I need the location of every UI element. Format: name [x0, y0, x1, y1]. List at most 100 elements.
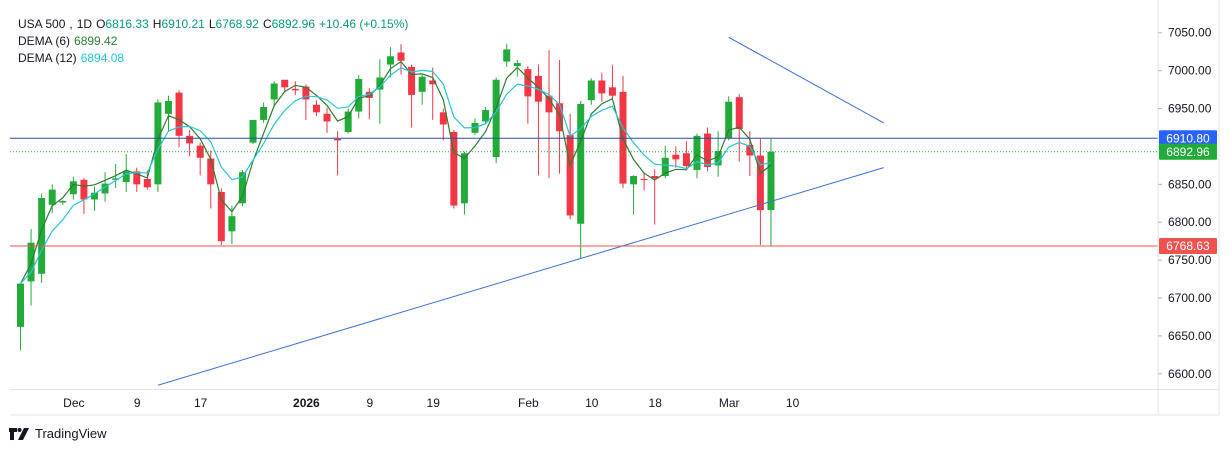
dema6-row[interactable]: DEMA (6) 6899.42 [18, 33, 408, 50]
price-badge-bg [1159, 238, 1217, 255]
interval-label[interactable]: 1D [76, 17, 93, 31]
candle-up [164, 95, 172, 132]
candle-down [704, 127, 712, 172]
candle-down [450, 129, 458, 209]
candle-down [302, 84, 310, 120]
close-value: 6892.96 [271, 17, 315, 31]
candle-up [418, 75, 426, 105]
price-axis[interactable]: 6600.00 6650.00 6700.00 6750.00 6800.00 6850.… [1157, 0, 1220, 415]
candle-body [545, 95, 553, 113]
y-tick-label: 6800.00 [1168, 215, 1212, 229]
candle-down [365, 88, 373, 120]
candle-body [133, 171, 141, 185]
candle-down [545, 50, 553, 179]
candle-down [143, 170, 151, 190]
candle-body [90, 192, 98, 200]
candle-body [228, 216, 236, 232]
candle-up [249, 119, 257, 145]
y-tick-label: 7050.00 [1168, 26, 1212, 40]
candle-up [714, 131, 722, 177]
x-tick-label: 17 [194, 396, 208, 410]
dema6-line [19, 60, 772, 284]
candle-body [640, 179, 648, 181]
level-lines [10, 137, 1158, 247]
candle-down [672, 146, 680, 168]
candle-body [186, 135, 194, 144]
candle-down [682, 141, 690, 170]
candle-body [334, 138, 342, 141]
y-tick-label: 6950.00 [1168, 102, 1212, 116]
candle-down [598, 72, 606, 102]
candle-body [260, 107, 268, 120]
candle-body [38, 197, 46, 274]
price-badge-label: 6892.96 [1166, 145, 1210, 159]
dema6-value: 6899.42 [74, 34, 118, 48]
candle-body [59, 201, 67, 203]
candle-body [672, 154, 680, 160]
candle-up [17, 283, 24, 351]
x-tick-label: 2026 [293, 396, 320, 410]
candle-body [154, 102, 162, 185]
candle-up [630, 175, 638, 215]
tradingview-logo[interactable]: TradingView [9, 426, 107, 441]
candle-body [270, 83, 278, 100]
candle-body [17, 283, 24, 327]
candles [17, 44, 775, 351]
candle-body [725, 101, 733, 139]
candle-up [59, 200, 67, 205]
candle-body [566, 135, 574, 216]
candle-body [429, 80, 437, 85]
candle-body [513, 63, 521, 67]
time-axis[interactable]: Dec 9 17 2026 9 19 Feb 10 18 Mar 10 [10, 389, 1219, 416]
price-badge[interactable]: 6910.80 [1159, 130, 1217, 147]
symbol-name[interactable]: USA 500 [18, 17, 66, 31]
candle-body [302, 86, 310, 100]
candle-down [175, 90, 183, 148]
candle-body [101, 183, 109, 194]
candle-body [598, 80, 606, 94]
candle-body [312, 104, 320, 113]
x-tick-label: 18 [649, 396, 663, 410]
close-label: C [262, 17, 272, 31]
candle-body [281, 79, 289, 88]
candle-down [323, 107, 331, 133]
trendline-2 [157, 167, 884, 386]
candle-up [386, 47, 394, 78]
candle-down [439, 108, 447, 141]
candle-body [323, 113, 331, 122]
price-badge[interactable]: 6892.96 [1159, 143, 1217, 160]
candle-up [38, 193, 46, 283]
candle-down [291, 81, 299, 95]
candle-body [756, 155, 764, 211]
candle-up [376, 59, 384, 124]
x-tick-label: 19 [427, 396, 441, 410]
candle-body [355, 78, 363, 112]
candle-body [482, 110, 490, 122]
candle-body [397, 52, 405, 61]
candle-body [577, 103, 585, 224]
candle-body [143, 179, 151, 188]
price-badge-bg [1159, 130, 1217, 147]
price-badge[interactable]: 6768.63 [1159, 238, 1217, 255]
price-badge-bg [1159, 143, 1217, 160]
high-label: H [152, 17, 162, 31]
candle-body [122, 171, 130, 183]
x-tick-label: 10 [786, 396, 800, 410]
candle-up [344, 108, 352, 134]
high-value: 6910.21 [161, 17, 205, 31]
candle-body [164, 100, 172, 114]
candle-body [291, 88, 299, 91]
dema12-value: 6894.08 [80, 51, 125, 65]
candle-body [207, 158, 215, 185]
candle-up [460, 151, 468, 215]
brand-name: TradingView [35, 426, 107, 441]
candle-up [48, 184, 56, 214]
candle-up [154, 99, 162, 192]
candle-body [661, 157, 669, 177]
change-value: +10.46 (+0.15%) [319, 17, 409, 31]
dema12-row[interactable]: DEMA (12) 6894.08 [18, 50, 408, 67]
candle-body [460, 153, 468, 204]
candle-body [704, 133, 712, 167]
candle-body [693, 135, 701, 170]
